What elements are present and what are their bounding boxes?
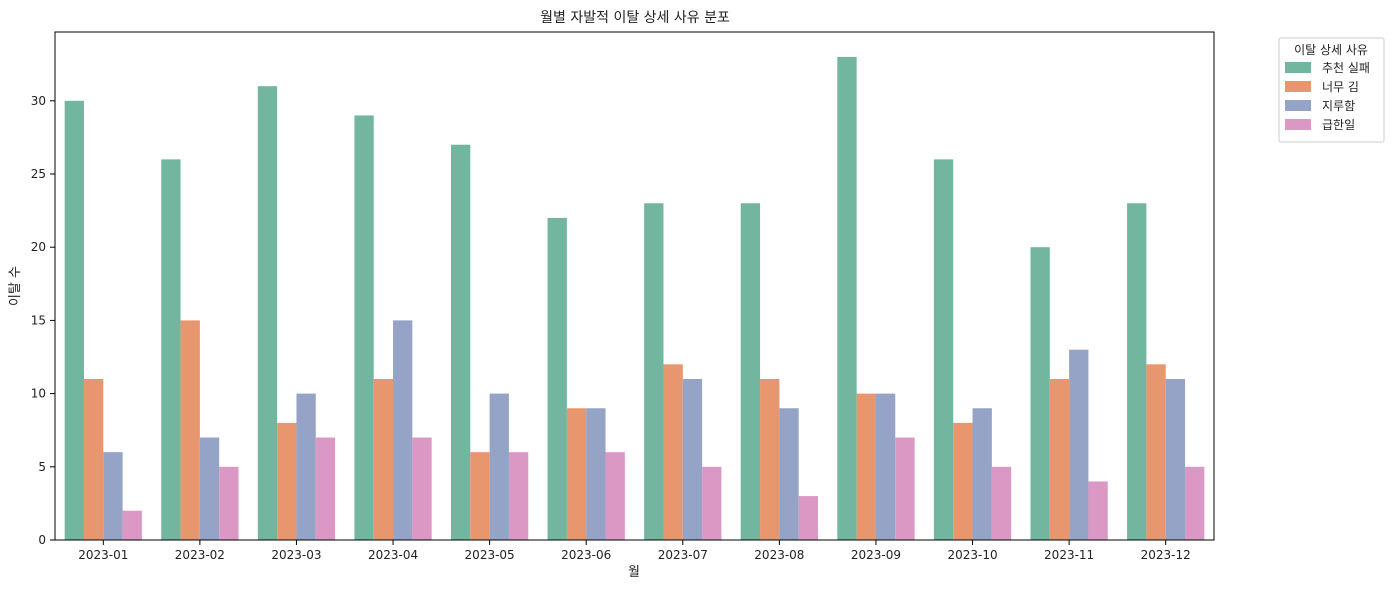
bar-지루함-2023-03 <box>296 393 316 540</box>
legend-label: 너무 김 <box>1322 80 1359 94</box>
bar-추천-실패-2023-05 <box>450 144 471 540</box>
legend-label: 급한일 <box>1322 118 1355 132</box>
x-tick-label: 2023-10 <box>947 548 997 562</box>
bar-추천-실패-2023-10 <box>933 159 954 540</box>
bar-지루함-2023-10 <box>972 408 992 540</box>
y-tick-label: 15 <box>31 313 46 327</box>
y-tick-label: 0 <box>38 533 46 547</box>
y-axis-title: 이탈 수 <box>8 266 23 306</box>
legend-label: 추천 실패 <box>1322 60 1370 75</box>
bar-급한일-2023-05 <box>508 452 529 540</box>
bar-지루함-2023-11 <box>1069 349 1089 540</box>
bar-지루함-2023-01 <box>103 452 123 540</box>
x-tick-label: 2023-11 <box>1044 548 1094 562</box>
bar-지루함-2023-02 <box>199 437 220 540</box>
bar-급한일-2023-11 <box>1088 481 1108 540</box>
x-tick-label: 2023-07 <box>658 548 708 562</box>
legend-label: 지루함 <box>1322 99 1355 113</box>
bar-추천-실패-2023-09 <box>837 56 857 541</box>
bar-추천-실패-2023-04 <box>354 115 374 540</box>
legend-swatch <box>1285 100 1311 111</box>
y-tick-label: 30 <box>31 94 46 108</box>
bar-급한일-2023-09 <box>895 437 915 540</box>
bar-추천-실패-2023-02 <box>161 159 181 540</box>
y-tick-label: 10 <box>31 387 46 401</box>
bar-너무-김-2023-10 <box>953 422 973 540</box>
bar-너무-김-2023-09 <box>856 393 876 540</box>
x-tick-label: 2023-05 <box>465 548 515 562</box>
bar-급한일-2023-02 <box>219 466 239 540</box>
bar-추천-실패-2023-03 <box>257 86 278 540</box>
y-tick-label: 20 <box>31 240 46 254</box>
bar-지루함-2023-08 <box>779 408 799 540</box>
bar-너무-김-2023-04 <box>373 378 394 540</box>
plot-area: 2023-01 2023-02 2023-03 2023-04 2023-05 2023-… <box>31 56 1205 562</box>
bar-추천-실패-2023-12 <box>1127 203 1147 540</box>
plot-frame <box>54 31 1215 541</box>
bar-급한일-2023-03 <box>315 437 336 540</box>
bar-지루함-2023-07 <box>682 378 703 540</box>
bar-너무-김-2023-02 <box>180 320 200 540</box>
bar-추천-실패-2023-08 <box>740 203 761 540</box>
bar-너무-김-2023-01 <box>83 378 104 540</box>
x-tick-label: 2023-06 <box>561 548 611 562</box>
bar-추천-실패-2023-07 <box>644 203 664 540</box>
x-tick-label: 2023-09 <box>851 548 901 562</box>
bar-지루함-2023-12 <box>1165 378 1186 540</box>
bar-지루함-2023-09 <box>875 393 896 540</box>
x-tick-label: 2023-02 <box>175 548 225 562</box>
bar-너무-김-2023-03 <box>277 422 297 540</box>
bar-너무-김-2023-11 <box>1049 378 1070 540</box>
x-axis-title: 월 <box>628 565 640 580</box>
x-tick-label: 2023-08 <box>754 548 804 562</box>
bar-지루함-2023-06 <box>586 408 606 540</box>
x-tick-label: 2023-12 <box>1141 548 1191 562</box>
bar-추천-실패-2023-01 <box>64 100 84 540</box>
bar-급한일-2023-04 <box>412 437 432 540</box>
bar-너무-김-2023-05 <box>470 452 490 540</box>
bar-추천-실패-2023-11 <box>1030 247 1050 541</box>
bar-급한일-2023-10 <box>991 466 1012 540</box>
bar-너무-김-2023-08 <box>760 378 780 540</box>
bar-지루함-2023-04 <box>393 320 413 540</box>
bar-지루함-2023-05 <box>489 393 509 540</box>
x-tick-label: 2023-01 <box>78 548 128 562</box>
legend-swatch <box>1285 81 1311 92</box>
x-tick-label: 2023-03 <box>271 548 321 562</box>
bar-너무-김-2023-12 <box>1146 364 1166 540</box>
legend-swatch <box>1285 62 1311 73</box>
bar-급한일-2023-08 <box>798 496 819 540</box>
bar-추천-실패-2023-06 <box>547 217 567 540</box>
chart-title: 월별 자발적 이탈 상세 사유 분포 <box>540 10 730 26</box>
legend-title: 이탈 상세 사유 <box>1294 43 1368 57</box>
x-tick-label: 2023-04 <box>368 548 418 562</box>
y-tick-label: 5 <box>38 460 46 474</box>
bar-급한일-2023-06 <box>605 452 625 540</box>
y-tick-label: 25 <box>31 167 46 181</box>
bar-급한일-2023-12 <box>1185 466 1205 540</box>
bar-너무-김-2023-07 <box>663 364 683 540</box>
legend-swatch <box>1285 119 1311 130</box>
bar-급한일-2023-01 <box>122 510 142 540</box>
bar-급한일-2023-07 <box>702 466 722 540</box>
bar-너무-김-2023-06 <box>566 408 587 540</box>
